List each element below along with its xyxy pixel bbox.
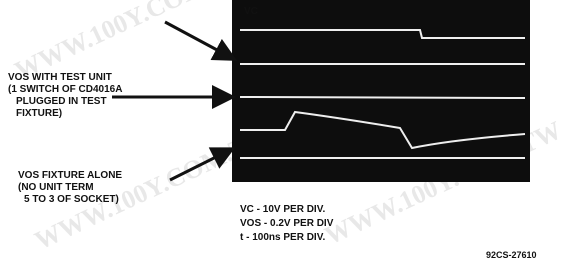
vos-test-label: PLUGGED IN TEST	[16, 96, 107, 107]
vos-fixture-label: (NO UNIT TERM	[18, 182, 94, 193]
scope-screen	[232, 0, 530, 182]
figure-code: 92CS-27610	[486, 250, 537, 260]
vos-fixture-label: VOS FIXTURE ALONE	[18, 170, 122, 181]
vos-test-label: (1 SWITCH OF CD4016A	[8, 84, 122, 95]
arrow	[165, 22, 232, 58]
vos-test-label: FIXTURE)	[16, 108, 62, 119]
scale-label: VC - 10V PER DIV.	[240, 204, 325, 215]
scale-label: t - 100ns PER DIV.	[240, 232, 325, 243]
vc-label: VC	[244, 6, 258, 17]
vos-fixture-label: 5 TO 3 OF SOCKET)	[24, 194, 119, 205]
figure: WWW.100Y.COM.TW WWW.100Y.COM.TW WWW.100Y…	[0, 0, 563, 260]
scale-label: VOS - 0.2V PER DIV	[240, 218, 334, 229]
vos-test-label: VOS WITH TEST UNIT	[8, 72, 112, 83]
